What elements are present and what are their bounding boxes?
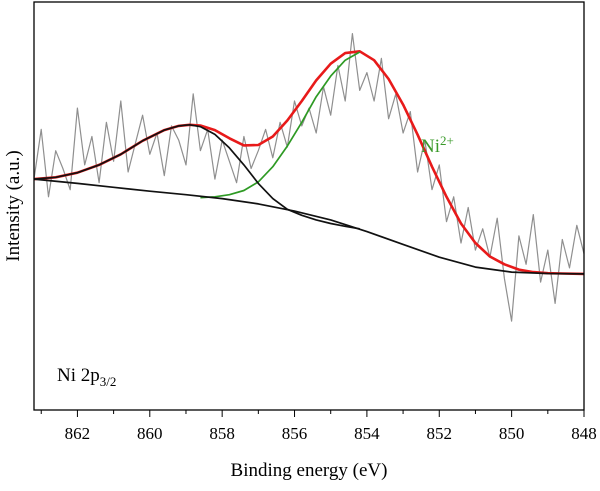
species-label-sup: 2+ — [440, 133, 454, 148]
x-tick-labels: 862 860 858 856 854 852 850 848 — [65, 424, 597, 443]
species-label-main: Ni — [421, 136, 440, 157]
core-level-label: Ni 2p3/2 — [57, 365, 116, 389]
core-level-main: Ni 2p — [57, 365, 100, 386]
x-tick-label: 852 — [427, 424, 453, 443]
x-tick-label: 862 — [65, 424, 91, 443]
series-raw-0 — [33, 33, 585, 322]
x-tick-label: 856 — [282, 424, 308, 443]
plot-frame — [33, 1, 585, 411]
x-tick-label: 848 — [571, 424, 597, 443]
series-envelope-1 — [33, 50, 585, 276]
core-level-sub: 3/2 — [100, 374, 117, 389]
x-ticks — [40, 410, 585, 417]
series-background-4 — [33, 178, 585, 275]
x-tick-label: 860 — [137, 424, 163, 443]
x-axis-title: Binding energy (eV) — [231, 460, 388, 481]
species-label: Ni2+ — [421, 133, 454, 157]
series-component-2 — [200, 51, 361, 199]
y-axis-title: Intensity (a.u.) — [3, 150, 24, 261]
series-component-3 — [33, 123, 360, 230]
x-tick-label: 850 — [499, 424, 525, 443]
series-layer — [33, 33, 585, 322]
x-tick-label: 858 — [209, 424, 235, 443]
x-tick-label: 854 — [354, 424, 380, 443]
